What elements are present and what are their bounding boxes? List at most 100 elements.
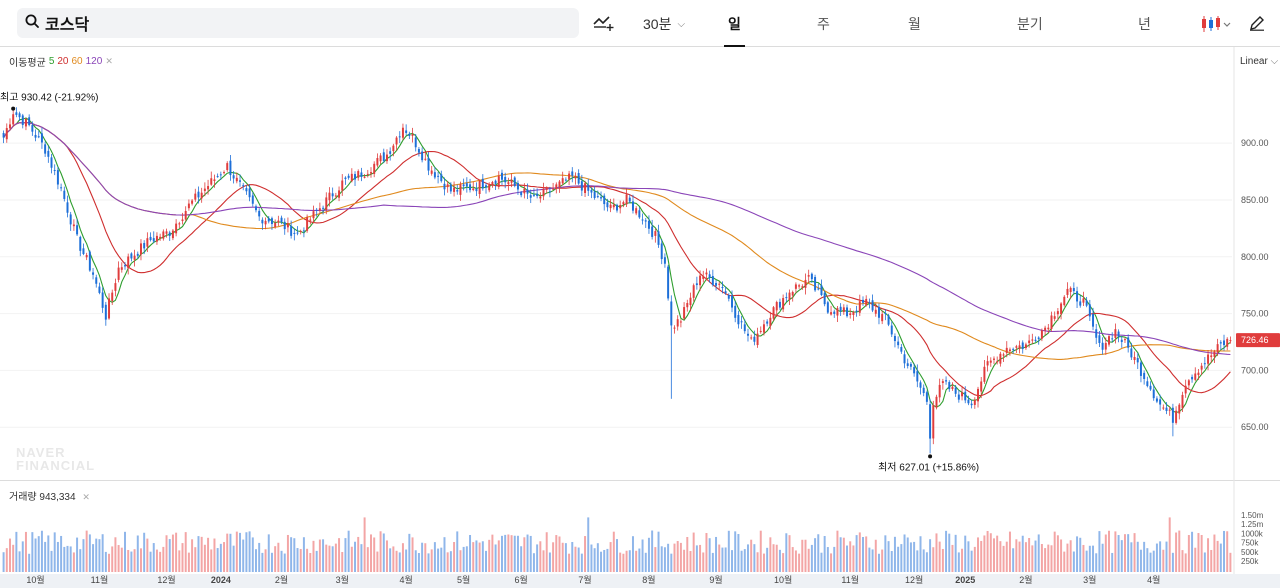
volume-bar <box>481 541 484 572</box>
candle-body <box>373 163 376 174</box>
low-marker <box>928 454 933 459</box>
ma-line-ma5 <box>3 117 1231 413</box>
volume-bar <box>945 530 948 572</box>
volume-bar <box>1053 531 1056 572</box>
candle-body <box>1104 343 1107 350</box>
close-volume-icon[interactable]: ✕ <box>82 492 90 502</box>
candle-body <box>622 202 625 205</box>
tab-day[interactable]: 일 <box>724 16 745 47</box>
volume-bar <box>542 550 545 572</box>
candle-body <box>740 321 743 323</box>
volume-bar <box>1146 548 1149 572</box>
x-tick-label: 2월 <box>1019 574 1032 585</box>
volume-bar <box>277 542 280 572</box>
candle-body <box>1066 288 1069 295</box>
volume-bar <box>516 535 519 572</box>
candle-body <box>724 291 727 294</box>
volume-bar <box>616 539 618 572</box>
volume-bar <box>328 545 331 572</box>
ma60-label: 60 <box>71 56 83 67</box>
tab-year[interactable]: 년 <box>1138 16 1151 32</box>
volume-bar <box>667 543 670 572</box>
volume-bar <box>977 537 980 572</box>
candle-body <box>427 157 430 171</box>
volume-bar <box>194 547 197 572</box>
volume-bar <box>814 538 817 572</box>
candle-body <box>424 158 427 160</box>
volume-bar <box>216 548 219 572</box>
candle-body <box>561 178 564 184</box>
candle-body <box>146 238 149 247</box>
candle-body <box>1136 358 1139 363</box>
volume-bar <box>443 537 446 572</box>
y-tick-label: 750.00 <box>1241 309 1269 319</box>
candle-body <box>1050 315 1053 329</box>
candle-body <box>1171 407 1174 423</box>
indicator-add-icon[interactable] <box>593 14 615 37</box>
volume-bar <box>564 543 567 572</box>
last-price-label: 726.46 <box>1241 335 1269 345</box>
candle-body <box>376 158 379 166</box>
tab-week[interactable]: 주 <box>817 16 830 32</box>
volume-bar <box>267 534 270 572</box>
draw-pencil-icon[interactable] <box>1249 15 1265 36</box>
x-tick-label: 2월 <box>275 574 288 585</box>
search-input[interactable]: 코스닥 <box>17 8 579 38</box>
volume-bar <box>130 551 133 572</box>
timeframe-select[interactable]: 30분 ⌵ <box>643 14 685 34</box>
volume-bar <box>734 531 737 572</box>
candle-body <box>264 220 267 225</box>
volume-bar <box>223 542 226 572</box>
candle-body <box>766 321 769 324</box>
candle-body <box>382 152 385 161</box>
price-chart[interactable]: 최고 930.42 (-21.92%) 최저 627.01 (+15.86%) 9… <box>0 47 1280 588</box>
x-tick-label: 3월 <box>336 574 349 585</box>
candle-body <box>165 231 168 234</box>
volume-bar <box>226 533 229 572</box>
candle-body <box>705 272 708 275</box>
volume-bar <box>124 531 126 572</box>
candle-body <box>619 205 622 209</box>
candle-body <box>871 300 874 311</box>
tab-quarter[interactable]: 분기 <box>1017 16 1043 32</box>
candle-body <box>513 177 516 186</box>
candle-body <box>1133 356 1136 360</box>
volume-bar <box>229 533 232 572</box>
candle-body <box>1069 287 1072 293</box>
volume-bar <box>175 532 178 572</box>
candle-body <box>759 330 762 332</box>
volume-bar <box>1008 531 1011 572</box>
candle-body <box>184 210 187 220</box>
candle-body <box>232 175 235 179</box>
volume-bar <box>513 535 516 572</box>
candle-body <box>571 171 574 176</box>
candle-body <box>1101 342 1104 350</box>
candle-body <box>15 112 18 115</box>
volume-bar <box>663 547 666 572</box>
volume-bar <box>421 542 424 572</box>
candle-body <box>536 193 539 197</box>
volume-bar <box>424 543 427 572</box>
candle-body <box>600 197 603 199</box>
volume-bar <box>890 551 893 572</box>
close-legend-icon[interactable]: ✕ <box>105 56 113 66</box>
candle-body <box>523 188 526 194</box>
scale-mode-select[interactable]: Linear ⌵ <box>1240 56 1278 67</box>
candle-body <box>130 253 133 259</box>
candle-body <box>462 184 465 187</box>
tab-month[interactable]: 월 <box>908 16 921 32</box>
candle-body <box>322 207 325 209</box>
volume-bar <box>746 544 749 572</box>
volume-bar <box>1200 535 1203 572</box>
candle-body <box>497 176 500 187</box>
y-tick-label: 700.00 <box>1241 365 1269 375</box>
volume-bar <box>1031 545 1034 572</box>
volume-bar <box>69 546 72 572</box>
candle-body <box>440 174 443 182</box>
candle-body <box>449 184 452 192</box>
candle-body <box>159 236 162 239</box>
candle-body <box>587 184 590 191</box>
candle-type-icon[interactable] <box>1200 15 1232 38</box>
volume-bar <box>1072 551 1075 572</box>
volume-bar <box>548 552 551 572</box>
